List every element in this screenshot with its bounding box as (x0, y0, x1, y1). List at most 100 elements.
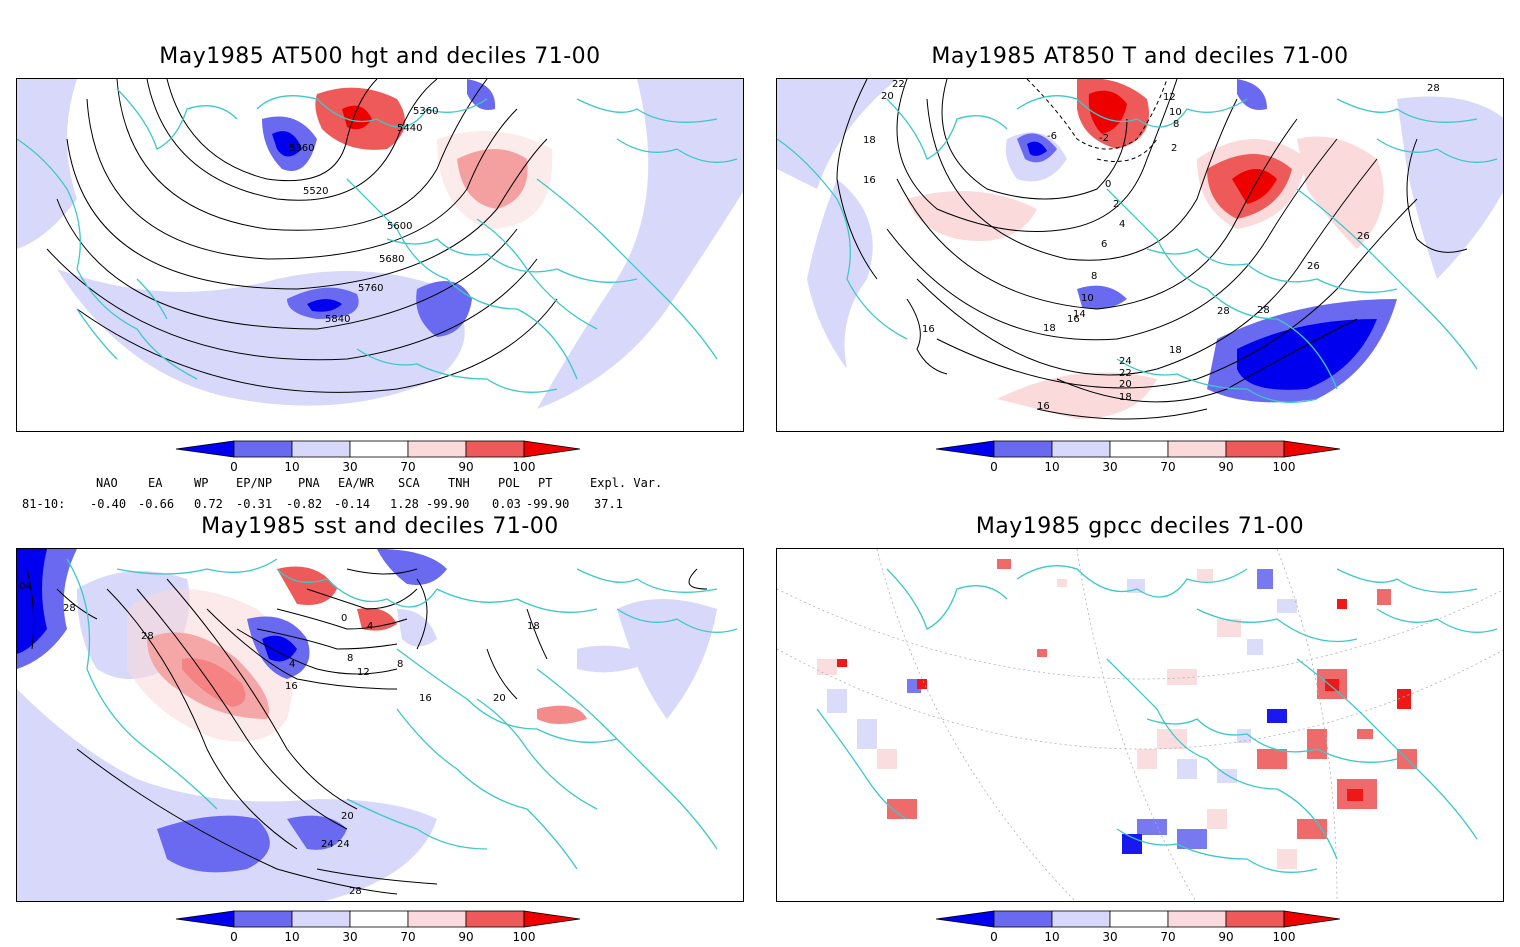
colorbar-bin (407, 440, 467, 458)
contour-label: 18 (1169, 345, 1182, 356)
contour-label: 24 (337, 839, 350, 850)
index-header-ea: EA (148, 476, 163, 490)
colorbar-bin (291, 910, 351, 928)
colorbar-tick-label: 0 (990, 930, 998, 944)
contour-label: 22 (1119, 368, 1132, 379)
colorbar-tick-label: 100 (513, 930, 536, 944)
colorbar-high-arrow (523, 440, 581, 458)
contour-label: 28 (1427, 83, 1440, 94)
colorbar-bin (993, 910, 1053, 928)
contour-label: 18 (1119, 392, 1132, 403)
contour-label: 4 (367, 621, 373, 632)
contour-label: 28 (349, 886, 362, 897)
contour-label: 8 (347, 653, 353, 664)
contour-label: 04 (19, 581, 32, 592)
colorbar-bin (291, 440, 351, 458)
contour-label: 5760 (358, 283, 383, 294)
colorbar-bin (1109, 440, 1169, 458)
index-value-expl-var: 37.1 (594, 497, 623, 511)
colorbar-3: 0 10 30 70 90 100 (175, 910, 581, 944)
contour-label: 18 (863, 135, 876, 146)
colorbar-tick-label: 70 (1160, 460, 1175, 474)
index-header-expl-var: Expl. Var. (590, 476, 663, 490)
colorbar-tick-label: 10 (1044, 460, 1059, 474)
colorbar-tick-label: 70 (400, 930, 415, 944)
colorbar-bin (233, 440, 293, 458)
index-header-pt: PT (538, 476, 553, 490)
colorbar-2: 0 10 30 70 90 100 (935, 440, 1341, 474)
index-header-pol: POL (498, 476, 520, 490)
contour-label: 24 (1119, 356, 1132, 367)
colorbar-tick-label: 90 (1218, 460, 1233, 474)
colorbar-low-arrow (935, 910, 995, 928)
contour-label: 22 (892, 79, 905, 90)
contour-label: 14 (1073, 309, 1086, 320)
contour-label: 0 (1105, 179, 1111, 190)
colorbar-tick-label: 30 (1102, 930, 1117, 944)
contour-label: -2 (1099, 133, 1109, 144)
colorbar-low-arrow (935, 440, 995, 458)
contour-label: 18 (1043, 323, 1056, 334)
contour-label: 12 (1163, 92, 1176, 103)
colorbar-tick-label: 90 (458, 460, 473, 474)
colorbar-tick-label: 90 (1218, 930, 1233, 944)
contour-label: 5360 (413, 106, 438, 117)
colorbar-tick-label: 30 (342, 460, 357, 474)
index-value-nao: -0.40 (90, 497, 127, 511)
contour-label: 12 (357, 667, 370, 678)
index-value-pol: 0.03 (492, 497, 521, 511)
colorbar-bin (993, 440, 1053, 458)
index-header-wp: WP (194, 476, 209, 490)
colorbar-tick-label: 10 (284, 460, 299, 474)
colorbar-bin (1109, 910, 1169, 928)
colorbar-tick-label: 10 (284, 930, 299, 944)
contour-label: 5600 (387, 221, 412, 232)
colorbar-bin (233, 910, 293, 928)
colorbar-bin (407, 910, 467, 928)
panel-title-4: May1985 gpcc deciles 71-00 (975, 514, 1305, 539)
contour-label: 5440 (397, 123, 422, 134)
colorbar-tick-label: 90 (458, 930, 473, 944)
contour-label: 16 (863, 175, 876, 186)
contour-label: 0 (341, 613, 347, 624)
colorbar-bin (349, 910, 409, 928)
contour-label: 20 (341, 811, 354, 822)
contour-label: -6 (1047, 131, 1057, 142)
colorbar-bin (1225, 440, 1285, 458)
contour-label: 5360 (289, 143, 314, 154)
colorbar-1: 0 10 30 70 90 100 (175, 440, 581, 474)
contour-label: 20 (493, 693, 506, 704)
index-header-nao: NAO (96, 476, 118, 490)
contour-label: 5520 (303, 186, 328, 197)
colorbar-tick-label: 70 (1160, 930, 1175, 944)
index-header-epnp: EP/NP (236, 476, 273, 490)
contour-label: 18 (527, 621, 540, 632)
index-value-sca: 1.28 (390, 497, 419, 511)
colorbar-bin (1051, 440, 1111, 458)
contour-label: 24 (321, 839, 334, 850)
index-value-ea: -0.66 (138, 497, 175, 511)
contour-label: 26 (1357, 231, 1370, 242)
contour-label: 8 (397, 659, 403, 670)
map-panel-at850: 22 20 18 16 16 12 10 -6 -2 8 2 0 2 4 6 8… (776, 78, 1504, 432)
contour-label: 28 (1257, 305, 1270, 316)
colorbar-tick-label: 0 (230, 460, 238, 474)
index-header-tnh: TNH (448, 476, 470, 490)
colorbar-bin (465, 910, 525, 928)
colorbar-tick-label: 0 (990, 460, 998, 474)
colorbar-high-arrow (523, 910, 581, 928)
contour-label: 28 (141, 631, 154, 642)
map-panel-at500: 5360 5440 5360 5520 5600 5680 5760 5840 (16, 78, 744, 432)
contour-label: 10 (1169, 107, 1182, 118)
contour-label: 6 (1101, 239, 1107, 250)
contour-label: 28 (1217, 306, 1230, 317)
index-value-tnh: -99.90 (426, 497, 470, 511)
index-value-pt: -99.90 (526, 497, 570, 511)
map-panel-sst: 28 28 24 20 16 12 8 4 0 4 8 16 20 24 28 … (16, 548, 744, 902)
contour-label: 28 (63, 603, 76, 614)
contour-label: 2 (1113, 199, 1119, 210)
colorbar-bin (1051, 910, 1111, 928)
index-header-pna: PNA (298, 476, 320, 490)
panel-title-2: May1985 AT850 T and deciles 71-00 (931, 44, 1349, 69)
contour-label: 2 (1171, 143, 1177, 154)
